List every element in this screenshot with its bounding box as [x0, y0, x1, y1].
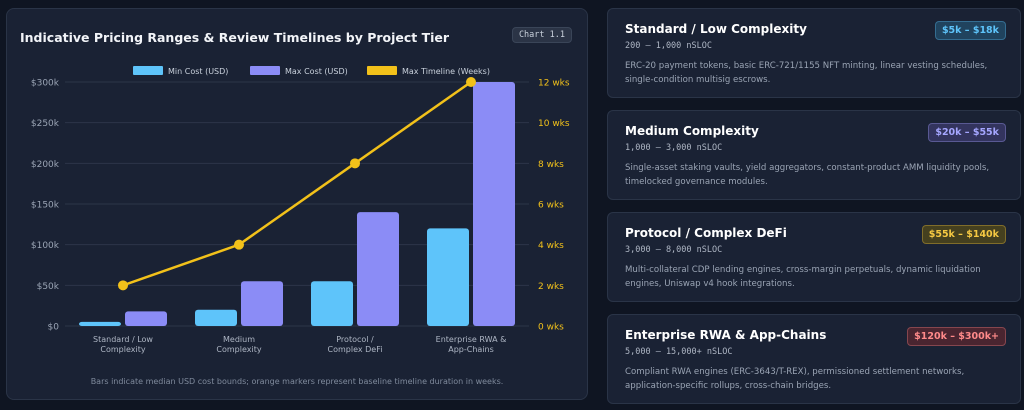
y-right-tick-label: 6 wks — [538, 201, 564, 211]
y-left-tick-label: $50k — [37, 282, 60, 292]
y-left-tick-label: $0 — [48, 323, 60, 333]
y-right-tick-label: 8 wks — [538, 160, 564, 170]
tier-description: Single-asset staking vaults, yield aggre… — [625, 163, 990, 187]
pricing-chart: $0 $50k $100k $150k $200k $250k $300k 0 wks 2 wk… — [31, 66, 570, 354]
legend-swatch — [133, 66, 163, 75]
tier-title: Enterprise RWA & App-Chains — [625, 328, 827, 342]
tier-title: Protocol / Complex DeFi — [625, 226, 787, 240]
tier-description: Multi-collateral CDP lending engines, cr… — [625, 265, 981, 289]
tier-description: Compliant RWA engines (ERC-3643/T-REX), … — [625, 367, 965, 391]
timeline-line — [122, 80, 472, 287]
tier-title: Standard / Low Complexity — [625, 22, 807, 36]
chart-panel: Indicative Pricing Ranges & Review Timel… — [6, 8, 588, 400]
tier-card-standard: Standard / Low Complexity $5k – $18k 200… — [607, 8, 1021, 98]
tier-sloc: 5,000 – 15,000+ nSLOC — [625, 347, 733, 357]
y-left-tick-label: $250k — [31, 119, 60, 129]
price-badge: $20k – $55k — [928, 123, 1006, 142]
bar-max-cost-usd- — [241, 281, 283, 326]
legend-swatch — [250, 66, 280, 75]
tier-sloc: 3,000 – 8,000 nSLOC — [625, 245, 723, 255]
y-left-tick-label: $150k — [31, 201, 60, 211]
y-right-tick-label: 2 wks — [538, 282, 564, 292]
legend-swatch — [367, 66, 397, 75]
tier-sloc: 1,000 – 3,000 nSLOC — [625, 143, 723, 153]
x-tick-label: Standard / Low — [93, 335, 153, 344]
y-right-tick-label: 10 wks — [538, 119, 570, 129]
bar-min-cost-usd- — [311, 281, 353, 326]
y-right-tick-label: 4 wks — [538, 241, 564, 251]
price-badge: $5k – $18k — [934, 21, 1006, 40]
legend-label: Max Cost (USD) — [285, 67, 348, 76]
x-tick-label: Complex DeFi — [328, 345, 383, 354]
x-tick-label: Complexity — [216, 345, 261, 354]
y-right-tick-label: 0 wks — [538, 323, 564, 333]
y-right-tick-label: 12 wks — [538, 79, 570, 89]
x-tick-label: Protocol / — [336, 335, 374, 344]
bar-max-cost-usd- — [473, 82, 515, 326]
bar-max-cost-usd- — [357, 212, 399, 326]
bar-min-cost-usd- — [195, 309, 237, 326]
y-left-tick-label: $300k — [31, 79, 60, 89]
chart-number-badge: Chart 1.1 — [511, 27, 572, 43]
y-left-tick-label: $200k — [31, 160, 60, 170]
tier-card-medium: Medium Complexity $20k – $55k 1,000 – 3,… — [607, 110, 1021, 200]
bar-min-cost-usd- — [79, 321, 121, 326]
tier-card-enterprise: Enterprise RWA & App-Chains $120k – $300… — [607, 314, 1021, 404]
timeline-point — [118, 280, 128, 291]
price-badge: $55k – $140k — [921, 225, 1006, 244]
chart-title: Indicative Pricing Ranges & Review Timel… — [20, 30, 450, 45]
y-left-tick-label: $100k — [31, 241, 60, 251]
timeline-point — [234, 239, 244, 250]
timeline-point — [466, 77, 476, 87]
tier-title: Medium Complexity — [625, 124, 759, 138]
tier-sloc: 200 – 1,000 nSLOC — [625, 41, 712, 51]
tier-card-protocol: Protocol / Complex DeFi $55k – $140k 3,0… — [607, 212, 1021, 302]
legend-label: Min Cost (USD) — [168, 67, 228, 76]
x-tick-label: Medium — [223, 335, 255, 344]
bar-max-cost-usd- — [125, 311, 167, 326]
legend-label: Max Timeline (Weeks) — [402, 67, 490, 76]
x-tick-label: App-Chains — [448, 345, 494, 354]
price-badge: $120k – $300k+ — [907, 327, 1006, 346]
chart-caption: Bars indicate median USD cost bounds; or… — [90, 377, 504, 386]
timeline-point — [350, 158, 360, 169]
x-tick-label: Complexity — [100, 345, 145, 354]
bar-min-cost-usd- — [427, 228, 469, 326]
tier-description: ERC-20 payment tokens, basic ERC-721/115… — [625, 61, 988, 85]
x-tick-label: Enterprise RWA & — [436, 335, 507, 344]
